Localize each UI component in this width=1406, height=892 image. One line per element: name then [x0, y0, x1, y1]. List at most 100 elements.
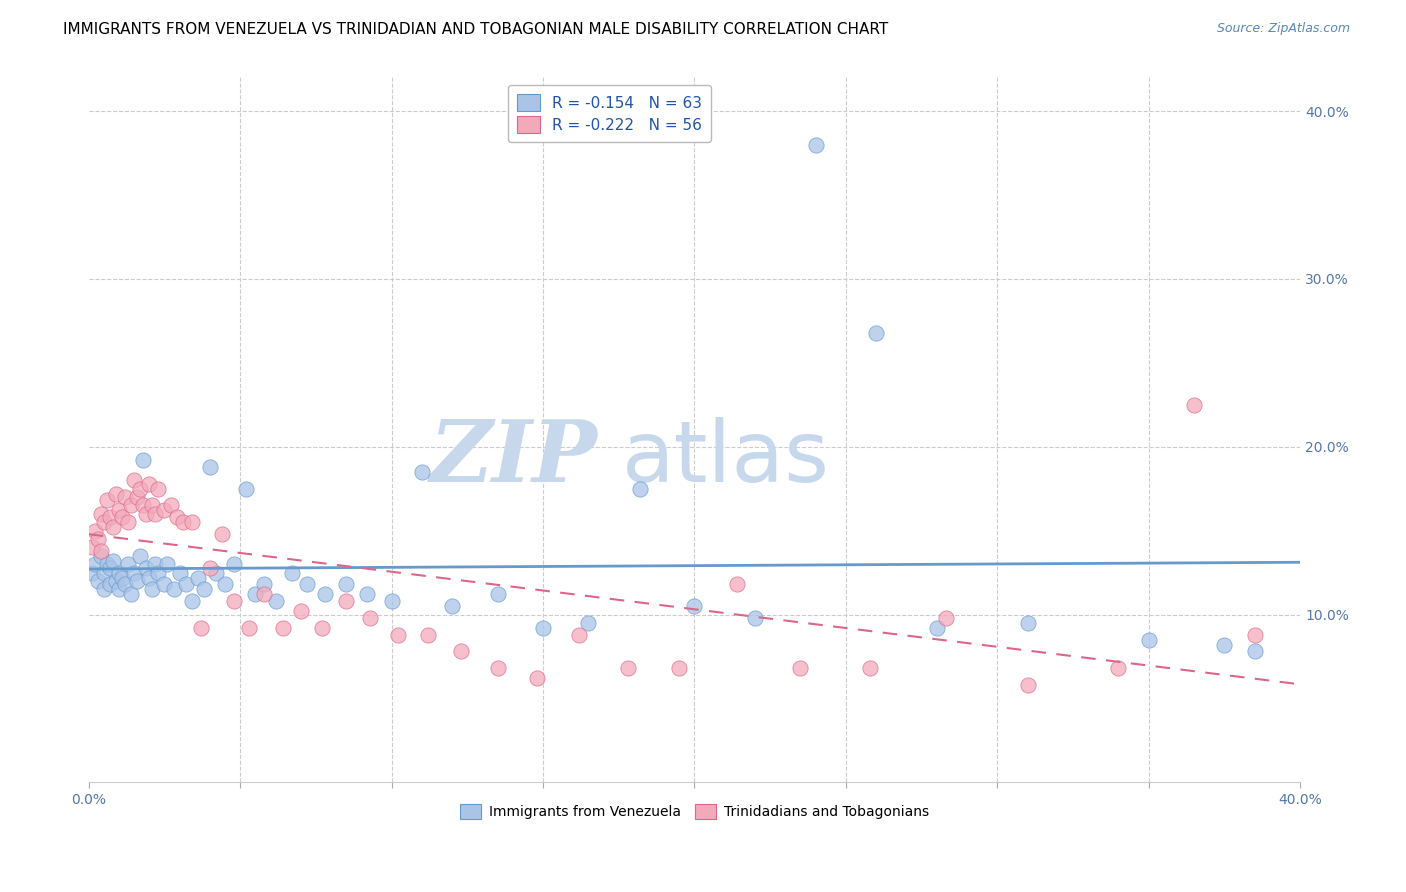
Point: [290, 604, 312, 618]
Point: [568, 627, 591, 641]
Point: [93, 566, 115, 580]
Point: [198, 459, 221, 474]
Point: [617, 661, 640, 675]
Point: [138, 476, 160, 491]
Point: [1182, 398, 1205, 412]
Point: [311, 621, 333, 635]
Point: [87, 574, 110, 588]
Point: [526, 671, 548, 685]
Point: [122, 566, 145, 580]
Point: [1017, 678, 1039, 692]
Point: [87, 532, 110, 546]
Point: [111, 571, 134, 585]
Point: [725, 577, 748, 591]
Point: [335, 577, 357, 591]
Point: [129, 482, 152, 496]
Point: [108, 582, 131, 597]
Point: [105, 574, 128, 588]
Point: [381, 594, 404, 608]
Point: [83, 524, 105, 538]
Point: [214, 577, 236, 591]
Point: [108, 566, 131, 580]
Point: [120, 499, 142, 513]
Point: [90, 507, 112, 521]
Point: [117, 515, 139, 529]
Point: [132, 499, 155, 513]
Point: [271, 621, 294, 635]
Point: [148, 566, 170, 580]
Point: [132, 453, 155, 467]
Point: [235, 482, 257, 496]
Point: [683, 599, 706, 614]
Point: [120, 587, 142, 601]
Point: [129, 549, 152, 563]
Point: [141, 499, 163, 513]
Point: [93, 582, 115, 597]
Text: IMMIGRANTS FROM VENEZUELA VS TRINIDADIAN AND TOBAGONIAN MALE DISABILITY CORRELAT: IMMIGRANTS FROM VENEZUELA VS TRINIDADIAN…: [63, 22, 889, 37]
Point: [387, 627, 409, 641]
Point: [253, 587, 276, 601]
Point: [1017, 615, 1039, 630]
Point: [127, 490, 149, 504]
Point: [744, 611, 766, 625]
Text: atlas: atlas: [621, 417, 830, 500]
Point: [135, 560, 157, 574]
Point: [531, 621, 554, 635]
Point: [141, 582, 163, 597]
Point: [925, 621, 948, 635]
Point: [101, 554, 124, 568]
Point: [98, 510, 121, 524]
Point: [1213, 638, 1236, 652]
Point: [80, 541, 103, 555]
Point: [1107, 661, 1129, 675]
Point: [166, 510, 188, 524]
Point: [295, 577, 318, 591]
Point: [108, 503, 131, 517]
Point: [180, 515, 202, 529]
Point: [356, 587, 378, 601]
Point: [83, 557, 105, 571]
Text: Source: ZipAtlas.com: Source: ZipAtlas.com: [1216, 22, 1350, 36]
Point: [90, 543, 112, 558]
Point: [145, 507, 167, 521]
Point: [359, 611, 381, 625]
Point: [314, 587, 336, 601]
Point: [335, 594, 357, 608]
Point: [148, 482, 170, 496]
Point: [486, 661, 509, 675]
Point: [205, 566, 228, 580]
Point: [114, 577, 136, 591]
Point: [578, 615, 600, 630]
Point: [668, 661, 690, 675]
Text: ZIP: ZIP: [430, 417, 598, 500]
Point: [162, 582, 184, 597]
Point: [98, 577, 121, 591]
Point: [193, 582, 215, 597]
Point: [153, 503, 176, 517]
Point: [111, 510, 134, 524]
Point: [80, 566, 103, 580]
Point: [156, 557, 179, 571]
Legend: Immigrants from Venezuela, Trinidadians and Tobagonians: Immigrants from Venezuela, Trinidadians …: [454, 799, 935, 825]
Point: [169, 566, 191, 580]
Point: [245, 587, 267, 601]
Point: [145, 557, 167, 571]
Point: [96, 493, 118, 508]
Point: [117, 557, 139, 571]
Point: [804, 137, 827, 152]
Point: [1243, 644, 1265, 658]
Point: [789, 661, 811, 675]
Point: [101, 520, 124, 534]
Point: [211, 527, 233, 541]
Point: [93, 515, 115, 529]
Point: [224, 557, 246, 571]
Point: [174, 577, 197, 591]
Point: [238, 621, 260, 635]
Point: [628, 482, 651, 496]
Point: [198, 560, 221, 574]
Point: [253, 577, 276, 591]
Point: [266, 594, 288, 608]
Point: [96, 557, 118, 571]
Point: [122, 473, 145, 487]
Point: [441, 599, 464, 614]
